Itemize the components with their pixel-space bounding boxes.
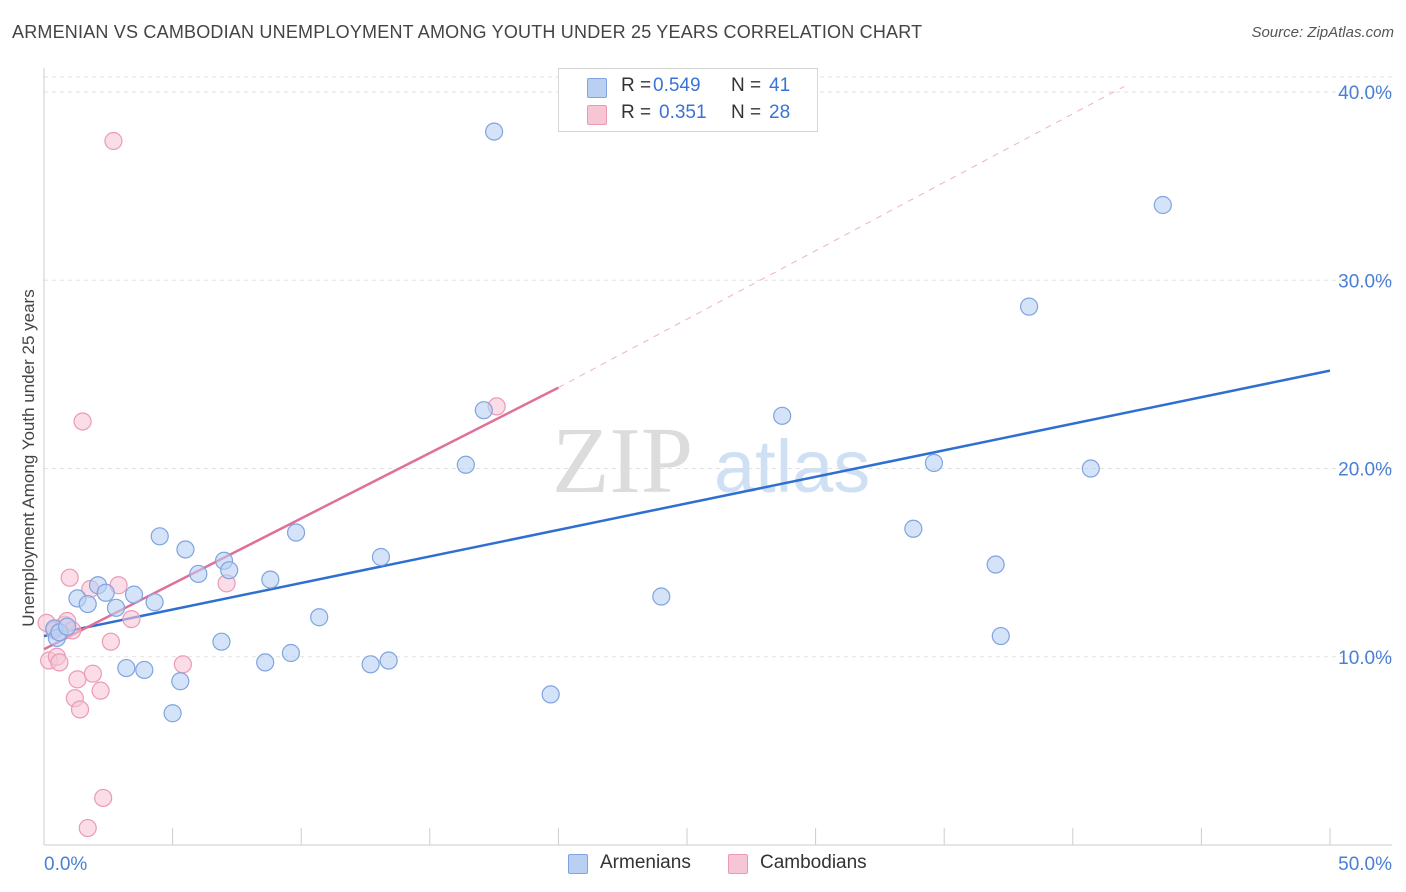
cambodian-point bbox=[50, 653, 69, 672]
armenian-point bbox=[904, 519, 923, 538]
armenian-point bbox=[986, 555, 1005, 574]
x-tick-label: 0.0% bbox=[44, 854, 87, 875]
cambodian-point bbox=[78, 818, 97, 838]
armenian-point bbox=[991, 626, 1010, 646]
armenian-point bbox=[106, 598, 126, 617]
armenian-point bbox=[145, 593, 164, 612]
cambodian-point bbox=[122, 610, 141, 629]
chart-title: ARMENIAN VS CAMBODIAN UNEMPLOYMENT AMONG… bbox=[12, 22, 923, 42]
grid-lines bbox=[44, 76, 1392, 658]
n-value: 41 bbox=[769, 75, 791, 96]
armenian-point bbox=[78, 594, 97, 614]
armenian-point bbox=[485, 122, 504, 141]
cambodian-point bbox=[68, 670, 87, 689]
armenian-point bbox=[310, 608, 329, 627]
armenian-point bbox=[189, 564, 208, 584]
armenian-swatch bbox=[568, 854, 588, 874]
y-tick-label: 20.0% bbox=[1338, 460, 1392, 481]
source-label: Source: ZipAtlas.com bbox=[1251, 24, 1394, 41]
armenian-point bbox=[379, 651, 398, 670]
armenian-swatch bbox=[587, 78, 607, 98]
armenian-point bbox=[652, 587, 671, 606]
x-tick-label: 50.0% bbox=[1338, 854, 1392, 875]
y-axis-label: Unemployment Among Youth under 25 years bbox=[19, 289, 38, 626]
armenian-point bbox=[924, 453, 944, 472]
armenian-point bbox=[256, 653, 275, 672]
cambodian-point bbox=[60, 568, 79, 587]
armenian-point bbox=[1081, 459, 1100, 478]
cambodian-point bbox=[173, 655, 192, 674]
armenian-point bbox=[135, 660, 154, 680]
armenian-point bbox=[773, 406, 792, 425]
r-value: 0.351 bbox=[659, 102, 707, 123]
armenian-point bbox=[456, 455, 475, 474]
n-value: 28 bbox=[769, 102, 791, 123]
legend-armenians-label: Armenians bbox=[600, 852, 691, 873]
armenian-point bbox=[220, 561, 239, 580]
armenian-point bbox=[1153, 195, 1172, 215]
armenian-trend-line bbox=[43, 369, 1331, 638]
y-tick-label: 10.0% bbox=[1338, 648, 1392, 669]
r-label: R = bbox=[621, 75, 652, 96]
axes bbox=[43, 68, 1392, 846]
cambodian-swatch bbox=[728, 854, 748, 874]
cambodian-point bbox=[101, 632, 120, 651]
cambodian-point bbox=[104, 131, 123, 151]
armenian-point bbox=[171, 672, 190, 691]
cambodian-point bbox=[83, 664, 102, 683]
cambodian-trend-line bbox=[43, 386, 559, 651]
armenian-point bbox=[474, 401, 493, 420]
armenian-point bbox=[361, 655, 380, 674]
armenian-point bbox=[150, 527, 169, 546]
armenian-point bbox=[117, 658, 136, 678]
watermark-atlas: atlas bbox=[714, 425, 870, 508]
armenian-point bbox=[212, 632, 231, 651]
armenian-point bbox=[176, 540, 195, 559]
armenian-point bbox=[261, 570, 280, 589]
armenian-point bbox=[124, 585, 144, 604]
watermark: ZIP atlas bbox=[552, 409, 870, 513]
cambodian-swatch bbox=[587, 105, 607, 125]
armenian-point bbox=[541, 685, 560, 704]
r-label: R = bbox=[621, 102, 652, 123]
data-points bbox=[37, 122, 1172, 838]
cambodian-point bbox=[91, 681, 110, 700]
armenian-point bbox=[371, 547, 391, 567]
armenian-point bbox=[163, 704, 182, 723]
watermark-zip: ZIP bbox=[552, 409, 693, 513]
armenian-point bbox=[96, 583, 115, 602]
n-label: N = bbox=[731, 75, 762, 96]
armenian-point bbox=[58, 617, 77, 636]
armenian-point bbox=[286, 523, 306, 542]
n-label: N = bbox=[731, 102, 762, 123]
armenian-point bbox=[1019, 297, 1039, 316]
trend-lines bbox=[43, 85, 1331, 651]
armenian-point bbox=[281, 643, 301, 663]
y-tick-label: 30.0% bbox=[1338, 271, 1392, 292]
stats-legend: R = 0.549 N = 41 R = 0.351 N = 28 bbox=[558, 68, 818, 132]
cambodian-point bbox=[94, 788, 113, 808]
legend-cambodians-label: Cambodians bbox=[760, 852, 867, 873]
tick-labels: 10.0% 20.0% 30.0% 40.0% 0.0% 50.0% bbox=[44, 83, 1392, 875]
y-tick-label: 40.0% bbox=[1338, 83, 1392, 104]
r-value: 0.549 bbox=[653, 75, 701, 96]
cambodian-point bbox=[73, 412, 92, 431]
cambodian-point bbox=[70, 700, 90, 719]
